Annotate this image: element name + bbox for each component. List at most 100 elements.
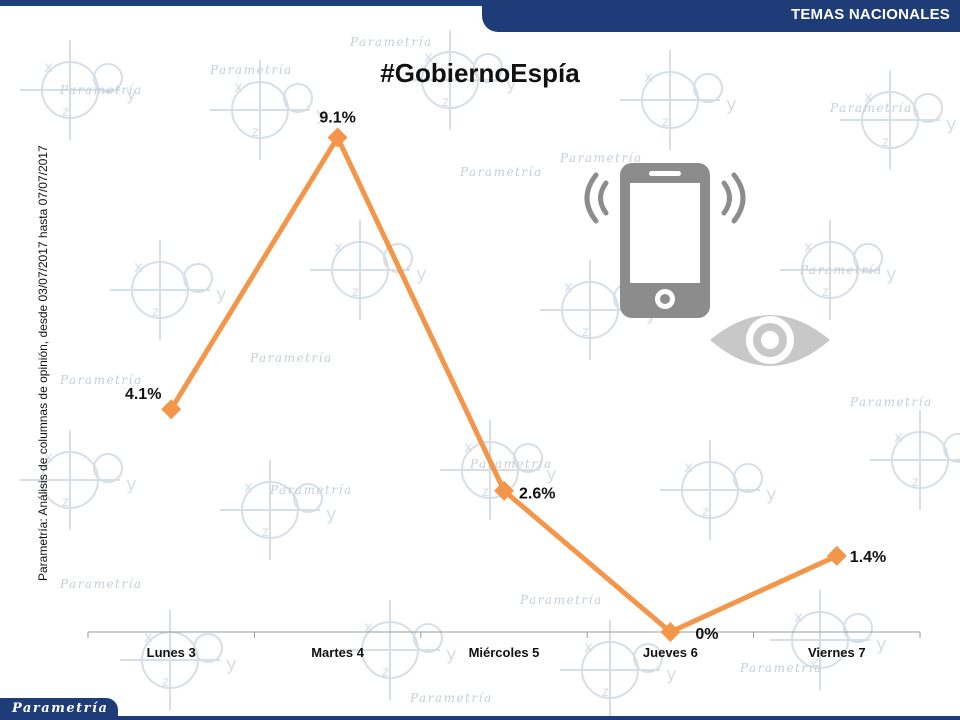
watermark-motif: x y z	[660, 440, 777, 540]
x-tick-label: Miércoles 5	[469, 645, 540, 660]
section-label: TEMAS NACIONALES	[790, 6, 950, 23]
svg-text:z: z	[352, 285, 359, 300]
watermark-text: Parametría	[249, 351, 333, 365]
svg-text:x: x	[644, 68, 653, 86]
section-tab: TEMAS NACIONALES	[482, 0, 960, 32]
x-tick-label: Viernes 7	[808, 645, 866, 660]
watermark-motif: x y z	[120, 610, 237, 710]
svg-text:z: z	[62, 495, 69, 510]
watermark-text: Parametría	[829, 101, 913, 115]
watermark-motif: x y z	[400, 30, 517, 130]
svg-text:x: x	[864, 88, 873, 106]
svg-text:z: z	[882, 135, 889, 150]
svg-text:y: y	[326, 504, 337, 525]
watermark-text: Parametría	[59, 577, 143, 591]
svg-text:z: z	[812, 655, 819, 670]
data-label: 2.6%	[519, 486, 555, 503]
x-tick-label: Lunes 3	[147, 645, 196, 660]
watermark-text: Parametría	[349, 35, 433, 49]
watermark-text: Parametría	[849, 395, 933, 409]
svg-text:y: y	[506, 74, 517, 95]
svg-text:x: x	[564, 278, 573, 296]
svg-text:y: y	[226, 654, 237, 675]
watermark-motif: xyz	[340, 600, 457, 700]
watermark-text: Parametría	[59, 83, 143, 97]
svg-text:z: z	[252, 125, 259, 140]
svg-text:z: z	[262, 525, 269, 540]
svg-text:x: x	[44, 58, 53, 76]
x-tick-label: Jueves 6	[643, 645, 698, 660]
svg-text:y: y	[726, 94, 737, 115]
watermark-motif: x y z	[620, 50, 737, 150]
svg-text:x: x	[894, 428, 903, 446]
svg-text:x: x	[424, 48, 433, 66]
brand-logo: Parametría	[12, 701, 109, 716]
watermark-text: Parametría	[269, 483, 353, 497]
data-label: 1.4%	[850, 549, 886, 566]
data-label: 4.1%	[125, 386, 161, 403]
svg-text:z: z	[442, 95, 449, 110]
svg-text:x: x	[234, 78, 243, 96]
svg-text:z: z	[62, 105, 69, 120]
svg-text:y: y	[126, 474, 137, 495]
watermark-motif: xyz	[870, 410, 960, 510]
svg-text:x: x	[334, 238, 343, 256]
svg-text:z: z	[822, 285, 829, 300]
svg-text:y: y	[886, 264, 897, 285]
svg-text:y: y	[946, 114, 957, 135]
svg-text:x: x	[244, 478, 253, 496]
watermark-text: Parametría	[739, 661, 823, 675]
svg-text:x: x	[44, 448, 53, 466]
svg-text:z: z	[162, 675, 169, 690]
svg-text:y: y	[666, 664, 677, 685]
svg-text:y: y	[876, 634, 887, 655]
footer-bar	[0, 716, 960, 720]
svg-text:z: z	[912, 475, 919, 490]
svg-text:x: x	[684, 458, 693, 476]
svg-text:y: y	[216, 284, 227, 305]
svg-text:x: x	[144, 628, 153, 646]
svg-text:y: y	[316, 104, 327, 125]
brand-tab: Parametría	[0, 698, 118, 720]
chart-title: #GobiernoEspía	[380, 58, 580, 88]
svg-text:x: x	[464, 438, 473, 456]
svg-text:x: x	[134, 258, 143, 276]
watermark-motif: x y z	[20, 40, 137, 140]
watermark-motif: x y z	[220, 460, 337, 560]
data-label: 0%	[695, 626, 718, 643]
data-point-marker	[494, 480, 514, 501]
watermark-motif: x y z	[20, 430, 137, 530]
data-point-marker	[161, 399, 182, 420]
svg-text:z: z	[582, 325, 589, 340]
watermark-motif: xyz	[560, 620, 677, 720]
svg-text:z: z	[702, 505, 709, 520]
watermark-text: Parametría	[59, 373, 143, 387]
svg-text:z: z	[152, 305, 159, 320]
svg-text:x: x	[364, 618, 373, 636]
data-label: 9.1%	[319, 109, 355, 126]
svg-text:y: y	[766, 484, 777, 505]
watermark-text: Parametría	[799, 263, 883, 277]
svg-text:x: x	[794, 608, 803, 626]
watermark-text: Parametría	[209, 63, 293, 77]
watermark-text: Parametría	[559, 151, 643, 165]
watermark-text: Parametría	[459, 165, 543, 179]
header-bar	[0, 0, 960, 6]
data-point-marker	[327, 127, 348, 148]
watermark-text: Parametría	[409, 691, 493, 705]
svg-text:z: z	[482, 485, 489, 500]
svg-text:y: y	[126, 84, 137, 105]
svg-text:y: y	[446, 644, 457, 665]
data-point-marker	[660, 622, 681, 642]
watermark-motif: x y z	[210, 60, 327, 160]
svg-text:z: z	[662, 115, 669, 130]
svg-text:x: x	[584, 638, 593, 656]
x-tick-label: Martes 4	[311, 645, 365, 660]
eye-icon	[710, 315, 830, 366]
svg-text:y: y	[546, 464, 557, 485]
watermark-text: Parametría	[519, 593, 603, 607]
watermark-motif: xyz	[310, 220, 427, 320]
watermark-motif: x y z	[840, 70, 957, 170]
